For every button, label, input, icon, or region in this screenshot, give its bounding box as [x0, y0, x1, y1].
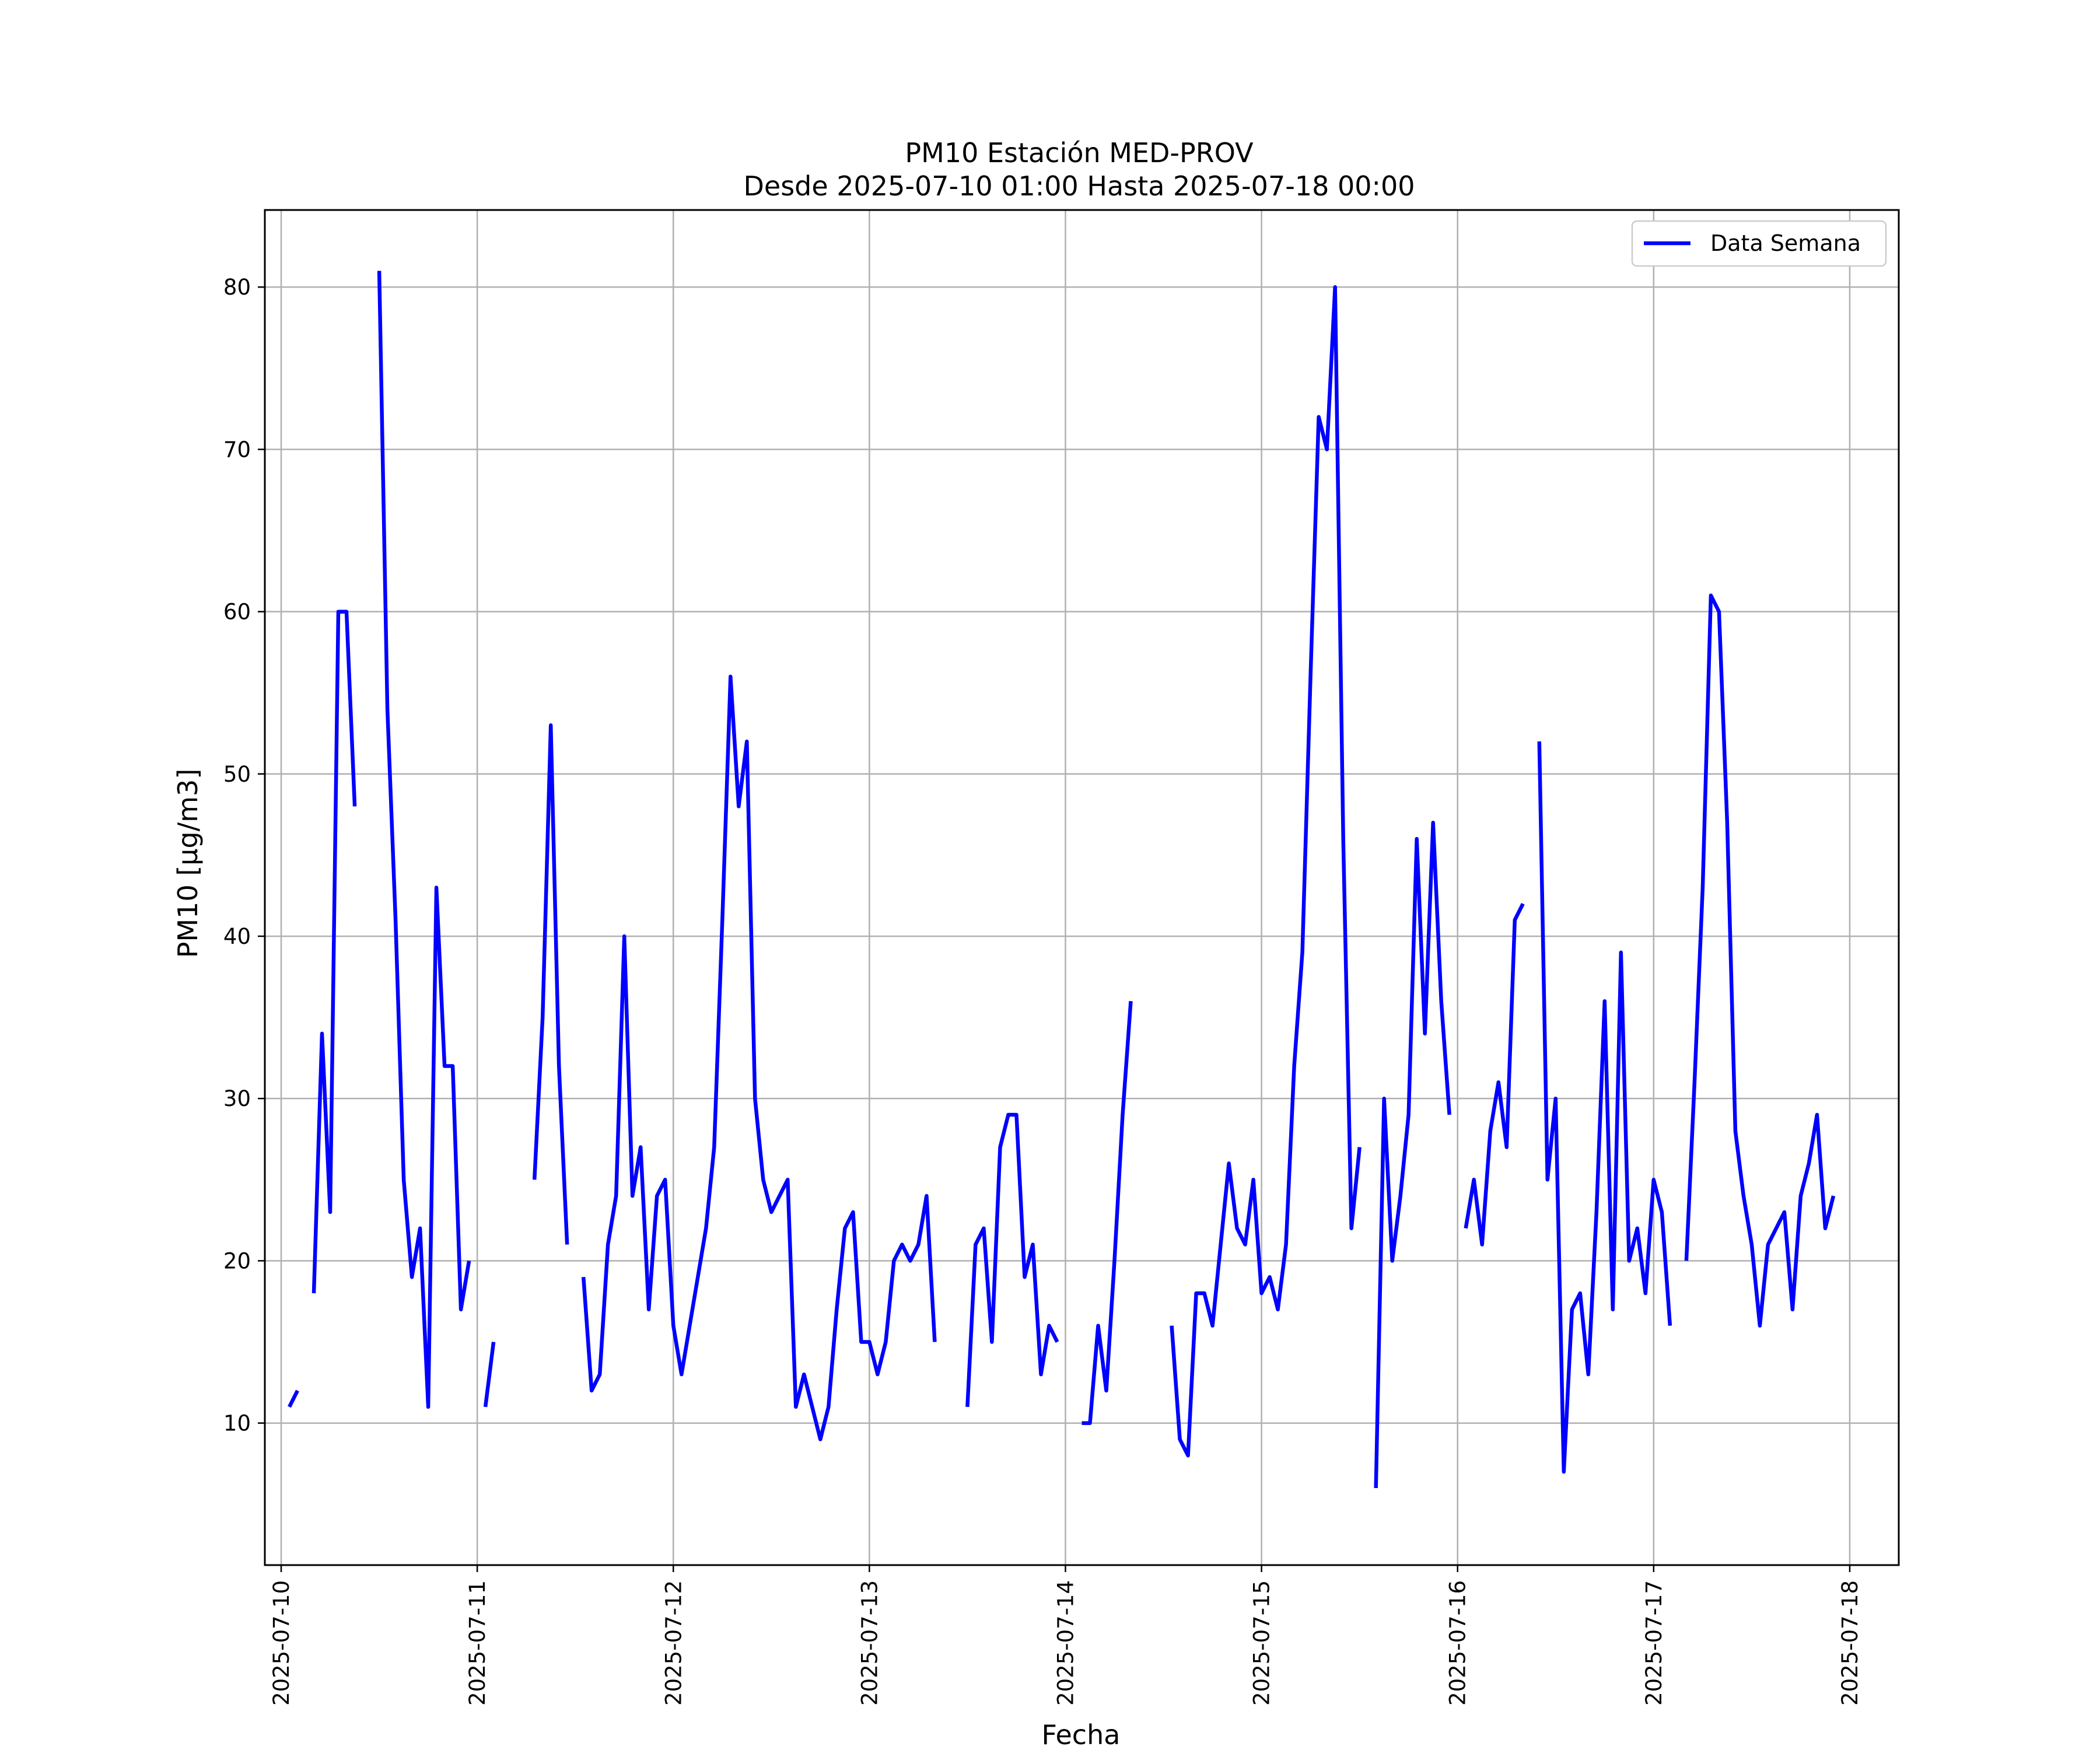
y-tick-label: 30: [223, 1086, 251, 1111]
y-tick-label: 10: [223, 1411, 251, 1436]
x-tick-label: 2025-07-18: [1838, 1580, 1863, 1706]
x-tick-label: 2025-07-16: [1446, 1580, 1471, 1706]
y-axis-ticks: 10 20 30 40 50 60 70 80: [223, 275, 265, 1436]
y-axis-label: PM10 [μg/m3]: [172, 769, 204, 958]
series-line-segment: [532, 723, 569, 1245]
chart-subtitle: Desde 2025-07-10 01:00 Hasta 2025-07-18 …: [743, 170, 1415, 202]
x-axis-label: Fecha: [1042, 1719, 1121, 1750]
plot-frame: [264, 209, 1900, 1566]
series-line-segment: [312, 610, 357, 1294]
legend: Data Semana: [1631, 220, 1887, 267]
series-line-segment: [377, 271, 471, 1409]
x-tick-label: 2025-07-17: [1642, 1580, 1667, 1706]
x-tick-label: 2025-07-12: [661, 1580, 686, 1706]
series-line-segment: [483, 1342, 496, 1408]
legend-entry-label: Data Semana: [1710, 230, 1861, 256]
series-line-segment: [1170, 285, 1362, 1458]
series-line-segment: [1374, 820, 1451, 1488]
data-series: [288, 271, 1836, 1488]
x-axis-ticks: 2025-07-10 2025-07-11 2025-07-12 2025-07-13…: [269, 1565, 1863, 1706]
y-tick-label: 60: [223, 600, 251, 625]
series-line-segment: [1082, 1000, 1133, 1425]
series-line-segment: [288, 1390, 299, 1408]
y-tick-label: 80: [223, 275, 251, 300]
series-line-segment: [1464, 902, 1525, 1247]
x-tick-label: 2025-07-14: [1053, 1580, 1078, 1706]
x-tick-label: 2025-07-13: [857, 1580, 882, 1706]
x-tick-label: 2025-07-15: [1250, 1580, 1275, 1706]
x-tick-label: 2025-07-10: [269, 1580, 294, 1706]
series-line-segment: [965, 1112, 1059, 1407]
legend-box: [1631, 220, 1887, 267]
y-tick-label: 20: [223, 1248, 251, 1273]
y-tick-label: 70: [223, 437, 251, 462]
x-tick-label: 2025-07-11: [465, 1580, 490, 1706]
series-line-segment: [581, 674, 937, 1441]
series-line-segment: [1684, 593, 1836, 1328]
y-tick-label: 40: [223, 924, 251, 949]
chart-title: PM10 Estación MED-PROV: [905, 137, 1254, 169]
series-line-segment: [1537, 741, 1672, 1474]
y-tick-label: 50: [223, 762, 251, 787]
